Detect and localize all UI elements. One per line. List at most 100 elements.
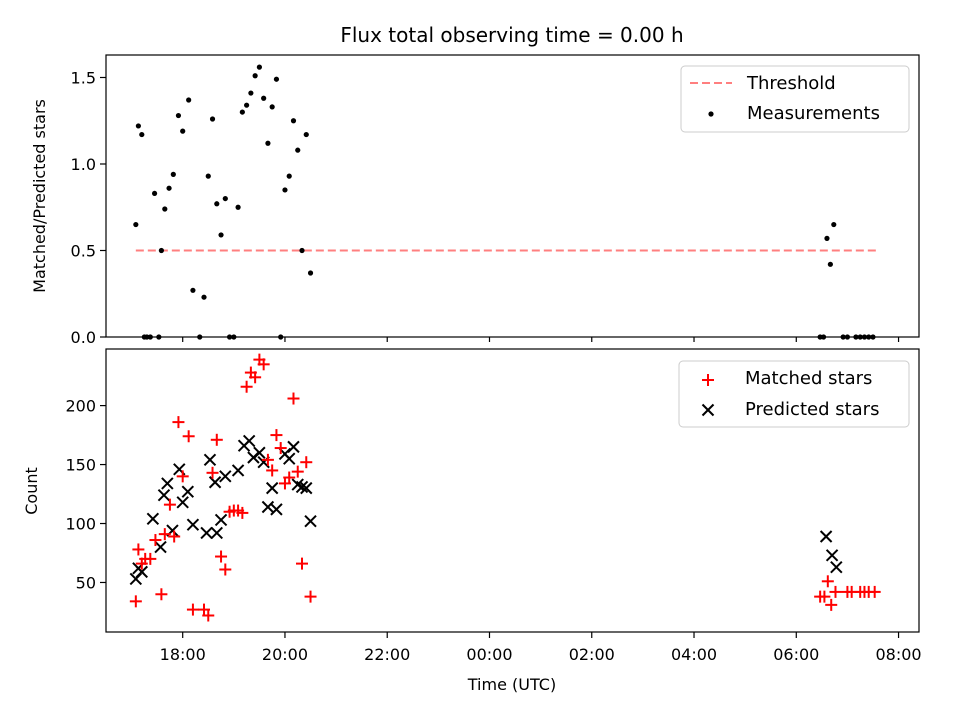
time-x-tick-label: 04:00 [671,645,717,664]
matched-point [210,433,223,446]
time-x-tick-label: 22:00 [364,645,410,664]
matched-point [206,466,219,479]
ratio-y-tick-label: 1.5 [71,68,96,87]
ratio-legend-box [680,65,910,133]
measurement-point [162,206,168,212]
predicted-point [135,565,148,579]
matched-point [274,442,287,455]
measurement-point [158,247,164,254]
predicted-point [253,446,266,459]
measurement-point [269,104,275,110]
predicted-legend-label: Predicted stars [745,399,879,420]
count-panel-frame [105,348,920,633]
matched-point [240,380,253,393]
time-x-tick-label: 08:00 [875,645,921,664]
predicted-point [304,514,317,528]
count-legend-box [678,360,910,428]
predicted-point [283,452,296,465]
matched-point [821,575,834,588]
measurement-point [827,261,833,267]
matched-point [296,557,309,570]
predicted-point [287,440,300,454]
matched-point [215,550,228,563]
matched-point [182,430,195,443]
matched-point [144,552,157,565]
count-y-tick-label: 50 [76,573,96,592]
matched-point [158,528,171,541]
predicted-point [161,477,174,490]
predicted-point [825,549,839,562]
measurement-point [190,287,196,293]
predicted-point [231,464,245,477]
matched-point [186,603,199,616]
count-y-tick-label: 100 [65,515,96,534]
matched-point [825,598,838,611]
predicted-point [819,530,833,543]
matched-point [176,470,189,483]
measurement-point [252,73,258,79]
threshold-legend-label: Threshold [746,73,836,94]
count-panel: 50 100 150 200 18:00 20:00 22:00 00:00 02:00 04:… [22,348,922,694]
ratio-y-axis-label: Matched/Predicted stars [30,99,49,293]
measurement-point [139,131,145,138]
measurement-point [824,235,830,241]
measurement-point [299,247,305,254]
time-x-axis-label: Time (UTC) [467,675,556,694]
predicted-point [295,480,309,494]
predicted-legend-swatch [701,403,715,417]
matched-point [249,371,262,384]
measurement-point [303,131,309,138]
measurement-point [248,90,254,96]
matched-point [236,506,249,519]
measurement-point [222,195,228,202]
matched-point [291,465,304,478]
matched-point [257,358,270,371]
predicted-point [214,513,228,527]
matched-point [149,534,162,547]
matched-point [300,456,313,469]
matched-point [129,595,142,608]
measurement-point [239,109,245,115]
ratio-y-tick-label: 1.0 [71,155,96,174]
predicted-point [270,503,283,516]
predicted-point [242,434,256,448]
measurement-point [265,140,271,146]
measurement-point [135,123,141,129]
predicted-point [265,481,279,495]
measurement-point [186,97,192,103]
count-y-axis: 50 100 150 200 [65,397,106,592]
count-y-tick-label: 200 [65,397,96,416]
ratio-y-tick-label: 0.5 [71,241,96,260]
matched-point [283,471,296,484]
measurement-point [180,128,186,134]
measurement-point [295,147,301,153]
time-x-tick-label: 06:00 [773,645,819,664]
measurement-point [133,221,139,228]
time-x-tick-label: 20:00 [262,645,308,664]
time-x-tick-label: 02:00 [569,645,615,664]
measurement-point [151,190,158,197]
ratio-panel: 0.0 0.5 1.0 1.5 Matched/Predicted stars Thr… [30,54,920,347]
matched-point [202,609,215,622]
measurement-point [286,173,292,179]
count-plot-marks [129,353,881,622]
count-y-tick-label: 150 [65,456,96,475]
ratio-legend: Threshold Measurements [680,65,910,133]
ratio-y-axis: 0.0 0.5 1.0 1.5 [71,68,106,347]
matched-point [304,590,317,603]
predicted-point [154,540,167,554]
measurement-point [175,112,182,119]
predicted-point [176,496,189,509]
predicted-point [157,489,171,502]
matched-point [270,429,283,442]
measurement-point [290,118,297,124]
matched-legend-swatch [702,374,714,386]
measurement-point [205,173,211,179]
time-x-tick-label: 00:00 [466,645,512,664]
count-y-axis-label: Count [22,467,41,515]
ratio-panel-frame [105,54,920,338]
predicted-point [261,500,275,514]
ratio-y-tick-label: 0.0 [71,328,96,347]
chart-title: Flux total observing time = 0.00 h [340,23,683,47]
